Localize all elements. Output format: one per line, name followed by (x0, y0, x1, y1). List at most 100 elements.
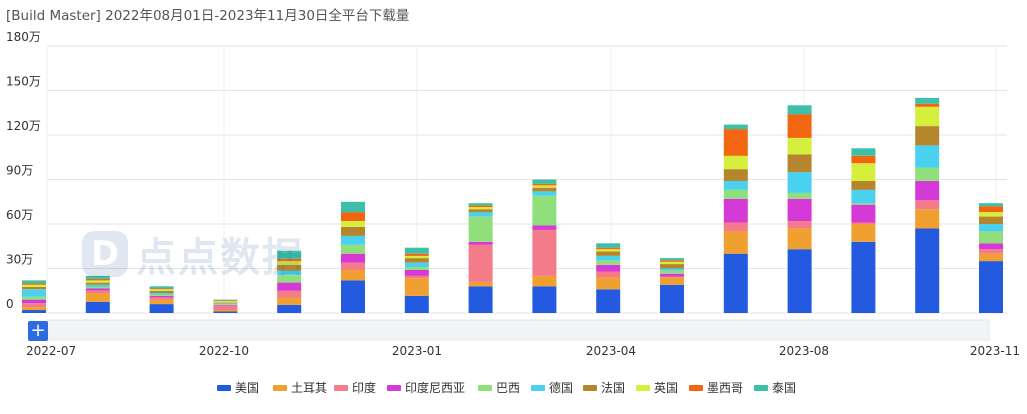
bar-segment (277, 258, 302, 262)
bar-segment (277, 282, 302, 291)
bar-segment (404, 270, 429, 276)
bar-segment (532, 187, 557, 192)
bar-segment (979, 261, 1003, 313)
bar-segment (22, 287, 46, 290)
bar-segment (915, 97, 940, 104)
bar-segment (404, 255, 429, 259)
bar-stack (723, 124, 748, 313)
bar-segment (532, 229, 557, 276)
bar-segment (660, 270, 684, 274)
bar-segment (723, 155, 748, 170)
bar-segment (85, 288, 110, 291)
bar-segment (85, 287, 110, 289)
bar-segment (660, 264, 684, 269)
bar-segment (149, 295, 174, 298)
zoom-expand-button[interactable]: + (28, 321, 48, 341)
bar-segment (468, 209, 493, 213)
bar-segment (979, 243, 1003, 250)
watermark-text: 点点数据 (136, 235, 304, 281)
legend-label: 泰国 (772, 381, 796, 395)
legend-label: 印度尼西亚 (405, 380, 465, 395)
bar-segment (915, 106, 940, 127)
bar-segment (149, 288, 174, 290)
bar-segment (660, 277, 684, 285)
bar-segment (660, 284, 684, 313)
legend-item: 印度尼西亚 (387, 380, 465, 395)
bar-segment (468, 286, 493, 313)
bar-segment (723, 222, 748, 232)
bar-segment (341, 227, 365, 236)
x-axis: 2022-07 2022-10 2023-01 2023-04 2023-08 2023-… (26, 344, 1020, 358)
bar-stack (468, 203, 493, 313)
bar-segment (851, 148, 876, 156)
bar-segment (532, 185, 557, 188)
bar-segment (277, 264, 302, 271)
bar-segment (596, 255, 621, 261)
bar-segment (149, 294, 174, 296)
bar-segment (787, 249, 812, 313)
bar-segment (404, 262, 429, 267)
legend-item: 泰国 (754, 381, 796, 395)
bar-segment (22, 299, 46, 304)
bar-segment (915, 167, 940, 181)
bar-stack (915, 97, 940, 313)
bar-segment (22, 296, 46, 300)
bar-segment (596, 249, 621, 252)
legend-label: 英国 (654, 381, 678, 395)
bar-segment (596, 251, 621, 256)
bar-segment (532, 179, 557, 184)
bar-segment (596, 260, 621, 265)
bar-segment (723, 231, 748, 254)
bar-segment (341, 212, 365, 221)
bar-segment (723, 198, 748, 223)
bar-segment (787, 114, 812, 138)
bar-segment (468, 216, 493, 242)
bar-segment (213, 301, 238, 303)
bar-segment (851, 222, 876, 224)
bar-segment (341, 270, 365, 281)
bar-segment (915, 209, 940, 229)
bar-segment (277, 250, 302, 259)
y-tick-label: 180万 (6, 30, 41, 44)
bar-segment (341, 201, 365, 213)
bar-segment (404, 267, 429, 270)
legend-swatch (387, 385, 401, 391)
bar-segment (277, 275, 302, 283)
bar-stack (22, 280, 46, 313)
bar-segment (723, 124, 748, 130)
legend-swatch (478, 385, 492, 391)
bar-segment (979, 206, 1003, 213)
bar-segment (213, 303, 238, 305)
bar-segment (979, 253, 1003, 262)
bar-segment (532, 195, 557, 226)
bar-segment (22, 310, 46, 313)
bar-segment (660, 268, 684, 271)
zoom-slider[interactable] (46, 319, 990, 341)
bar-segment (85, 280, 110, 283)
bar-segment (213, 305, 238, 311)
legend-swatch (217, 385, 231, 391)
legend-item: 英国 (636, 381, 678, 395)
bar-segment (468, 244, 493, 282)
bar-segment (787, 172, 812, 193)
bar-segment (596, 247, 621, 250)
bar-segment (915, 103, 940, 107)
y-tick-label: 90万 (6, 164, 33, 178)
bar-segment (851, 181, 876, 190)
bar-segment (851, 241, 876, 313)
bar-segment (596, 271, 621, 278)
x-tick-label: 2023-04 (586, 344, 636, 358)
legend-swatch (689, 385, 703, 391)
bar-segment (22, 303, 46, 308)
legend-label: 法国 (601, 381, 625, 395)
bar-segment (915, 126, 940, 146)
watermark-logo-icon: D (82, 231, 128, 277)
bar-segment (979, 212, 1003, 217)
bar-segment (341, 280, 365, 313)
bar-segment (404, 275, 429, 279)
legend-swatch (636, 385, 650, 391)
bar-segment (468, 203, 493, 206)
y-axis: 0 30万 60万 90万 120万 150万 180万 (6, 30, 41, 311)
bar-segment (149, 297, 174, 300)
bar-segment (532, 286, 557, 313)
